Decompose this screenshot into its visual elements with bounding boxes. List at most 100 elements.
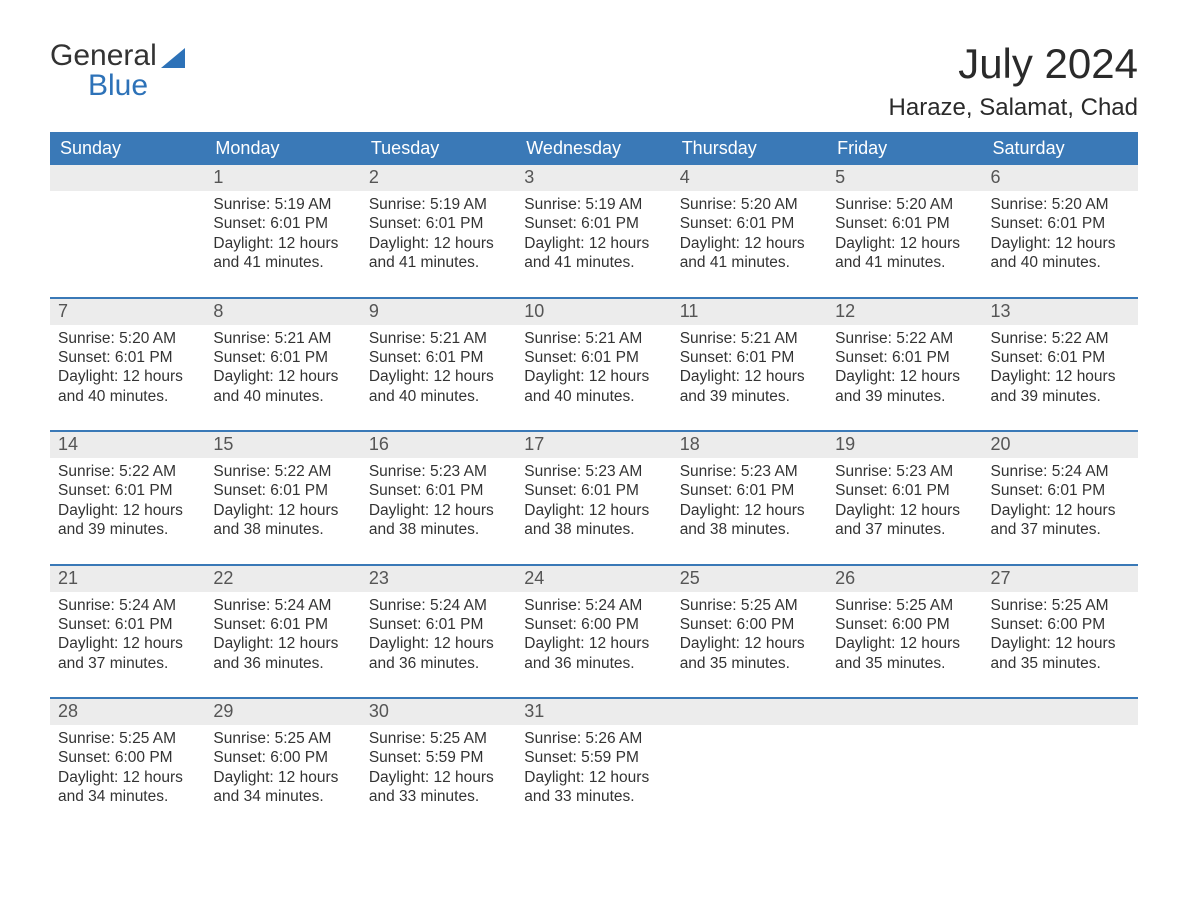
sunrise-line: Sunrise: 5:24 AM bbox=[213, 596, 352, 615]
day-number: 19 bbox=[827, 432, 982, 458]
sunrise-line: Sunrise: 5:24 AM bbox=[58, 596, 197, 615]
day-body: Sunrise: 5:23 AMSunset: 6:01 PMDaylight:… bbox=[361, 458, 516, 564]
day-number: 9 bbox=[361, 299, 516, 325]
sunset-line: Sunset: 6:01 PM bbox=[369, 615, 508, 634]
daylight-line: Daylight: 12 hours and 39 minutes. bbox=[835, 367, 974, 406]
sunset-line: Sunset: 6:00 PM bbox=[680, 615, 819, 634]
daylight-line: Daylight: 12 hours and 40 minutes. bbox=[991, 234, 1130, 273]
day-header: Wednesday bbox=[516, 132, 671, 165]
daylight-line: Daylight: 12 hours and 35 minutes. bbox=[991, 634, 1130, 673]
sunrise-line: Sunrise: 5:19 AM bbox=[524, 195, 663, 214]
calendar-cell: 19Sunrise: 5:23 AMSunset: 6:01 PMDayligh… bbox=[827, 431, 982, 565]
day-body: Sunrise: 5:25 AMSunset: 5:59 PMDaylight:… bbox=[361, 725, 516, 831]
sunset-line: Sunset: 6:01 PM bbox=[213, 615, 352, 634]
sunset-line: Sunset: 6:01 PM bbox=[369, 481, 508, 500]
sunrise-line: Sunrise: 5:21 AM bbox=[680, 329, 819, 348]
sunrise-line: Sunrise: 5:21 AM bbox=[213, 329, 352, 348]
daylight-line: Daylight: 12 hours and 35 minutes. bbox=[835, 634, 974, 673]
calendar-cell: 11Sunrise: 5:21 AMSunset: 6:01 PMDayligh… bbox=[672, 298, 827, 432]
day-body: Sunrise: 5:23 AMSunset: 6:01 PMDaylight:… bbox=[827, 458, 982, 564]
daylight-line: Daylight: 12 hours and 40 minutes. bbox=[58, 367, 197, 406]
day-body bbox=[827, 725, 982, 825]
sunrise-line: Sunrise: 5:21 AM bbox=[369, 329, 508, 348]
calendar-cell: 7Sunrise: 5:20 AMSunset: 6:01 PMDaylight… bbox=[50, 298, 205, 432]
daylight-line: Daylight: 12 hours and 33 minutes. bbox=[524, 768, 663, 807]
day-number: 11 bbox=[672, 299, 827, 325]
calendar-week: 14Sunrise: 5:22 AMSunset: 6:01 PMDayligh… bbox=[50, 431, 1138, 565]
day-body: Sunrise: 5:21 AMSunset: 6:01 PMDaylight:… bbox=[205, 325, 360, 431]
day-body: Sunrise: 5:25 AMSunset: 6:00 PMDaylight:… bbox=[672, 592, 827, 698]
day-number: 18 bbox=[672, 432, 827, 458]
calendar-cell: 30Sunrise: 5:25 AMSunset: 5:59 PMDayligh… bbox=[361, 698, 516, 831]
day-number: 13 bbox=[983, 299, 1138, 325]
day-header: Friday bbox=[827, 132, 982, 165]
day-number: 30 bbox=[361, 699, 516, 725]
daylight-line: Daylight: 12 hours and 37 minutes. bbox=[835, 501, 974, 540]
day-number: 28 bbox=[50, 699, 205, 725]
sunrise-line: Sunrise: 5:20 AM bbox=[680, 195, 819, 214]
sunrise-line: Sunrise: 5:25 AM bbox=[213, 729, 352, 748]
sunset-line: Sunset: 6:01 PM bbox=[680, 481, 819, 500]
day-number: 21 bbox=[50, 566, 205, 592]
calendar-cell: 6Sunrise: 5:20 AMSunset: 6:01 PMDaylight… bbox=[983, 165, 1138, 298]
day-body: Sunrise: 5:24 AMSunset: 6:01 PMDaylight:… bbox=[361, 592, 516, 698]
daylight-line: Daylight: 12 hours and 41 minutes. bbox=[524, 234, 663, 273]
title-block: July 2024 Haraze, Salamat, Chad bbox=[889, 40, 1138, 122]
day-number: 26 bbox=[827, 566, 982, 592]
header-row: General Blue July 2024 Haraze, Salamat, … bbox=[50, 40, 1138, 122]
logo-triangle-icon bbox=[161, 48, 185, 68]
sunrise-line: Sunrise: 5:23 AM bbox=[524, 462, 663, 481]
day-number: 5 bbox=[827, 165, 982, 191]
day-number: 15 bbox=[205, 432, 360, 458]
calendar-table: SundayMondayTuesdayWednesdayThursdayFrid… bbox=[50, 132, 1138, 831]
calendar-cell: 22Sunrise: 5:24 AMSunset: 6:01 PMDayligh… bbox=[205, 565, 360, 699]
calendar-cell: 31Sunrise: 5:26 AMSunset: 5:59 PMDayligh… bbox=[516, 698, 671, 831]
calendar-cell: 28Sunrise: 5:25 AMSunset: 6:00 PMDayligh… bbox=[50, 698, 205, 831]
day-number: 14 bbox=[50, 432, 205, 458]
sunrise-line: Sunrise: 5:23 AM bbox=[680, 462, 819, 481]
daylight-line: Daylight: 12 hours and 36 minutes. bbox=[369, 634, 508, 673]
calendar-cell: 3Sunrise: 5:19 AMSunset: 6:01 PMDaylight… bbox=[516, 165, 671, 298]
day-body: Sunrise: 5:20 AMSunset: 6:01 PMDaylight:… bbox=[983, 191, 1138, 297]
sunrise-line: Sunrise: 5:25 AM bbox=[680, 596, 819, 615]
sunrise-line: Sunrise: 5:25 AM bbox=[58, 729, 197, 748]
calendar-cell: 16Sunrise: 5:23 AMSunset: 6:01 PMDayligh… bbox=[361, 431, 516, 565]
daylight-line: Daylight: 12 hours and 39 minutes. bbox=[58, 501, 197, 540]
sunset-line: Sunset: 6:01 PM bbox=[213, 214, 352, 233]
sunset-line: Sunset: 6:01 PM bbox=[58, 481, 197, 500]
day-body: Sunrise: 5:21 AMSunset: 6:01 PMDaylight:… bbox=[516, 325, 671, 431]
day-number: 25 bbox=[672, 566, 827, 592]
day-body: Sunrise: 5:24 AMSunset: 6:00 PMDaylight:… bbox=[516, 592, 671, 698]
sunrise-line: Sunrise: 5:23 AM bbox=[369, 462, 508, 481]
calendar-cell: 12Sunrise: 5:22 AMSunset: 6:01 PMDayligh… bbox=[827, 298, 982, 432]
sunset-line: Sunset: 6:01 PM bbox=[58, 615, 197, 634]
day-number: 24 bbox=[516, 566, 671, 592]
calendar-cell: 27Sunrise: 5:25 AMSunset: 6:00 PMDayligh… bbox=[983, 565, 1138, 699]
sunset-line: Sunset: 6:01 PM bbox=[991, 481, 1130, 500]
daylight-line: Daylight: 12 hours and 35 minutes. bbox=[680, 634, 819, 673]
sunrise-line: Sunrise: 5:25 AM bbox=[369, 729, 508, 748]
calendar-cell: 23Sunrise: 5:24 AMSunset: 6:01 PMDayligh… bbox=[361, 565, 516, 699]
daylight-line: Daylight: 12 hours and 38 minutes. bbox=[369, 501, 508, 540]
calendar-cell: 24Sunrise: 5:24 AMSunset: 6:00 PMDayligh… bbox=[516, 565, 671, 699]
daylight-line: Daylight: 12 hours and 38 minutes. bbox=[213, 501, 352, 540]
day-body: Sunrise: 5:21 AMSunset: 6:01 PMDaylight:… bbox=[672, 325, 827, 431]
sunset-line: Sunset: 6:01 PM bbox=[524, 214, 663, 233]
day-body: Sunrise: 5:23 AMSunset: 6:01 PMDaylight:… bbox=[516, 458, 671, 564]
sunset-line: Sunset: 6:01 PM bbox=[991, 214, 1130, 233]
calendar-cell: 21Sunrise: 5:24 AMSunset: 6:01 PMDayligh… bbox=[50, 565, 205, 699]
day-body: Sunrise: 5:22 AMSunset: 6:01 PMDaylight:… bbox=[983, 325, 1138, 431]
sunrise-line: Sunrise: 5:25 AM bbox=[835, 596, 974, 615]
day-number: 16 bbox=[361, 432, 516, 458]
sunrise-line: Sunrise: 5:22 AM bbox=[835, 329, 974, 348]
day-header: Sunday bbox=[50, 132, 205, 165]
calendar-cell: 9Sunrise: 5:21 AMSunset: 6:01 PMDaylight… bbox=[361, 298, 516, 432]
daylight-line: Daylight: 12 hours and 40 minutes. bbox=[524, 367, 663, 406]
day-number: 23 bbox=[361, 566, 516, 592]
calendar-cell: 26Sunrise: 5:25 AMSunset: 6:00 PMDayligh… bbox=[827, 565, 982, 699]
day-body: Sunrise: 5:24 AMSunset: 6:01 PMDaylight:… bbox=[50, 592, 205, 698]
day-body: Sunrise: 5:22 AMSunset: 6:01 PMDaylight:… bbox=[205, 458, 360, 564]
day-body: Sunrise: 5:26 AMSunset: 5:59 PMDaylight:… bbox=[516, 725, 671, 831]
sunset-line: Sunset: 6:01 PM bbox=[680, 214, 819, 233]
day-body: Sunrise: 5:24 AMSunset: 6:01 PMDaylight:… bbox=[983, 458, 1138, 564]
